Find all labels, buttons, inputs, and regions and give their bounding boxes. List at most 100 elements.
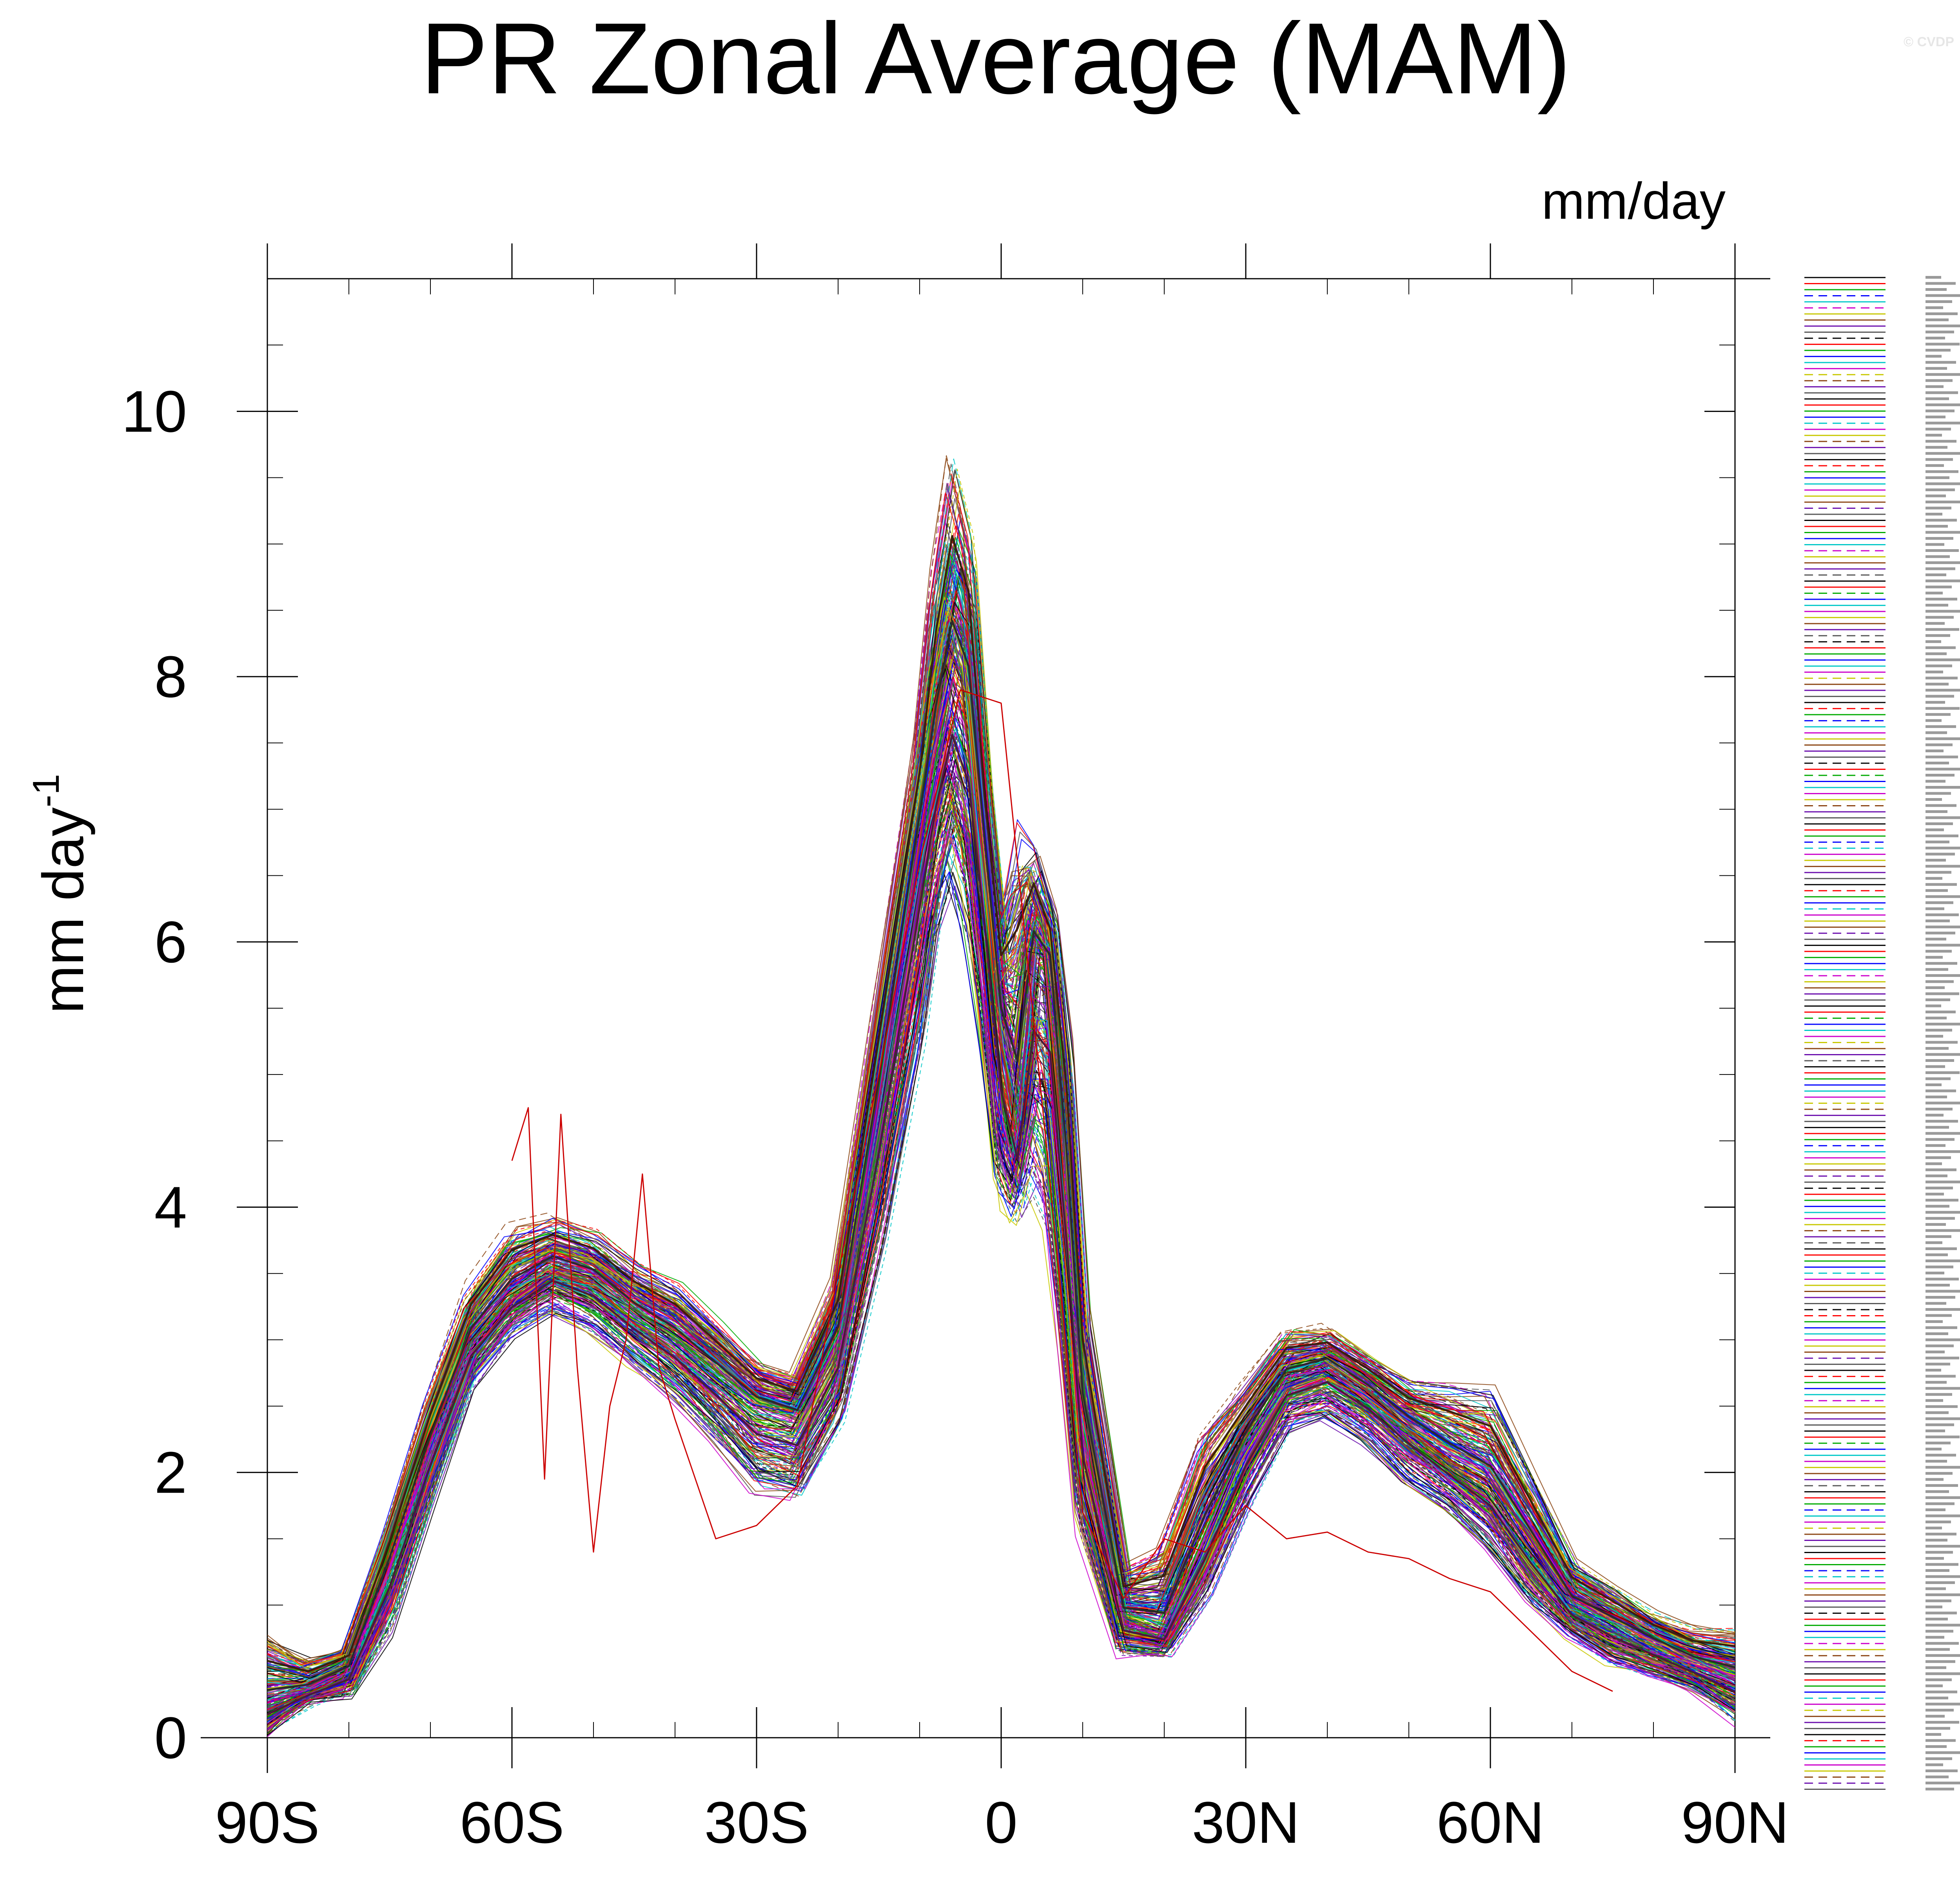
legend-label-bar	[1926, 1739, 1956, 1742]
ensemble-member-line	[267, 803, 1735, 1717]
legend-label-bar	[1926, 1472, 1953, 1475]
legend-label-bar	[1926, 519, 1957, 522]
legend-label-bar	[1926, 421, 1960, 425]
y-tick-label: 6	[154, 909, 187, 975]
legend-label-bar	[1926, 1217, 1955, 1220]
legend-label-bar	[1926, 1393, 1952, 1396]
legend-label-bar	[1926, 1029, 1952, 1032]
legend-label-bar	[1926, 1709, 1954, 1712]
legend-label-bar	[1926, 719, 1942, 722]
ensemble-member-line	[267, 645, 1735, 1722]
x-tick-label: 0	[985, 1789, 1017, 1855]
legend-label-bar	[1926, 1241, 1942, 1244]
legend-label-bar	[1926, 1363, 1950, 1366]
legend-label-bar	[1926, 1757, 1952, 1760]
legend-label-bar	[1926, 658, 1960, 661]
legend-label-bar	[1926, 755, 1958, 759]
legend-label-bar	[1926, 318, 1949, 321]
legend-label-bar	[1926, 409, 1955, 412]
ensemble-member-line	[267, 728, 1735, 1689]
legend-label-bar	[1926, 1448, 1942, 1451]
legend-label-bar	[1926, 488, 1955, 492]
legend-label-bar	[1926, 282, 1956, 285]
legend-label-bar	[1926, 501, 1960, 504]
ensemble-member-line	[267, 700, 1735, 1705]
legend-label-bar	[1926, 336, 1945, 339]
ensemble-member-line	[267, 668, 1735, 1683]
legend-label-bar	[1926, 1187, 1953, 1190]
legend-label-bar	[1926, 1490, 1949, 1493]
legend-label-bar	[1926, 585, 1952, 588]
legend-label-bar	[1926, 434, 1942, 437]
legend-label-bar	[1926, 846, 1960, 849]
legend-label-bar	[1926, 1302, 1946, 1305]
legend-label-bar	[1926, 840, 1949, 844]
legend-label-bar	[1926, 1290, 1960, 1293]
legend-label-bar	[1926, 1107, 1953, 1111]
legend-label-bar	[1926, 1247, 1957, 1250]
x-tick-label: 30N	[1192, 1789, 1299, 1855]
legend-label-bar	[1926, 986, 1945, 989]
legend-label-bar	[1926, 1660, 1955, 1663]
ensemble-member-line	[267, 574, 1735, 1715]
legend-label-bar	[1926, 1557, 1944, 1560]
legend-label-bar	[1926, 1114, 1944, 1117]
legend-label-bar	[1926, 1326, 1957, 1329]
legend-label-bar	[1926, 330, 1954, 334]
legend-label-bar	[1926, 1344, 1954, 1347]
legend-label-bar	[1926, 828, 1944, 831]
legend-label-bar	[1926, 1672, 1960, 1675]
legend-label-bar	[1926, 895, 1960, 898]
legend-label-bar	[1926, 1429, 1945, 1432]
ensemble-thick-line	[267, 535, 1735, 1673]
legend-label-bar	[1926, 1727, 1950, 1730]
axes: 90S 60S 30S 0 30N 60N 90N 0 2 4 6 8 10	[122, 243, 1789, 1855]
ensemble-member-line	[267, 704, 1735, 1711]
legend-label-bar	[1926, 646, 1956, 649]
legend-label-bar	[1926, 361, 1956, 364]
legend-label-bar	[1926, 1751, 1960, 1754]
legend-label-bar	[1926, 677, 1958, 680]
legend-label-bar	[1926, 1120, 1958, 1123]
legend-label-bar	[1926, 1350, 1945, 1354]
legend-label-bar	[1926, 1253, 1948, 1256]
legend-label-bar	[1926, 622, 1945, 625]
ensemble-member-line	[267, 616, 1735, 1666]
legend-label-bar	[1926, 1460, 1947, 1463]
legend-label-bar	[1926, 1533, 1956, 1536]
legend-label-bar	[1926, 1071, 1960, 1074]
legend-label-bar	[1926, 1138, 1955, 1141]
legend-label-bar	[1926, 634, 1950, 637]
legend-label-bar	[1926, 749, 1944, 753]
ensemble-member-line	[267, 602, 1735, 1679]
legend-label-bar	[1926, 1229, 1960, 1232]
legend-label-bar	[1926, 1278, 1959, 1281]
legend	[1804, 276, 1960, 1791]
legend-label-bar	[1926, 1617, 1948, 1621]
y-tick-label: 4	[154, 1174, 187, 1240]
legend-label-bar	[1926, 1211, 1960, 1214]
legend-label-bar	[1926, 1466, 1960, 1469]
legend-label-bar	[1926, 1544, 1960, 1548]
legend-label-bar	[1926, 737, 1960, 740]
legend-label-bar	[1926, 1223, 1946, 1226]
legend-label-bar	[1926, 889, 1948, 892]
legend-label-bar	[1926, 664, 1952, 668]
legend-label-bar	[1926, 640, 1941, 643]
legend-label-bar	[1926, 391, 1958, 394]
legend-label-bar	[1926, 913, 1959, 916]
legend-label-bar	[1926, 428, 1951, 431]
legend-label-bar	[1926, 1047, 1949, 1050]
legend-label-bar	[1926, 938, 1946, 941]
legend-label-bar	[1926, 1356, 1959, 1359]
legend-label-bar	[1926, 1521, 1951, 1524]
legend-label-bar	[1926, 616, 1954, 619]
legend-label-bar	[1926, 1199, 1958, 1202]
legend-label-bar	[1926, 1004, 1941, 1007]
ensemble-member-line	[267, 547, 1735, 1671]
legend-label-bar	[1926, 440, 1956, 443]
legend-label-bar	[1926, 1041, 1958, 1044]
y-tick-label: 10	[122, 378, 187, 444]
legend-label-bar	[1926, 1478, 1944, 1481]
